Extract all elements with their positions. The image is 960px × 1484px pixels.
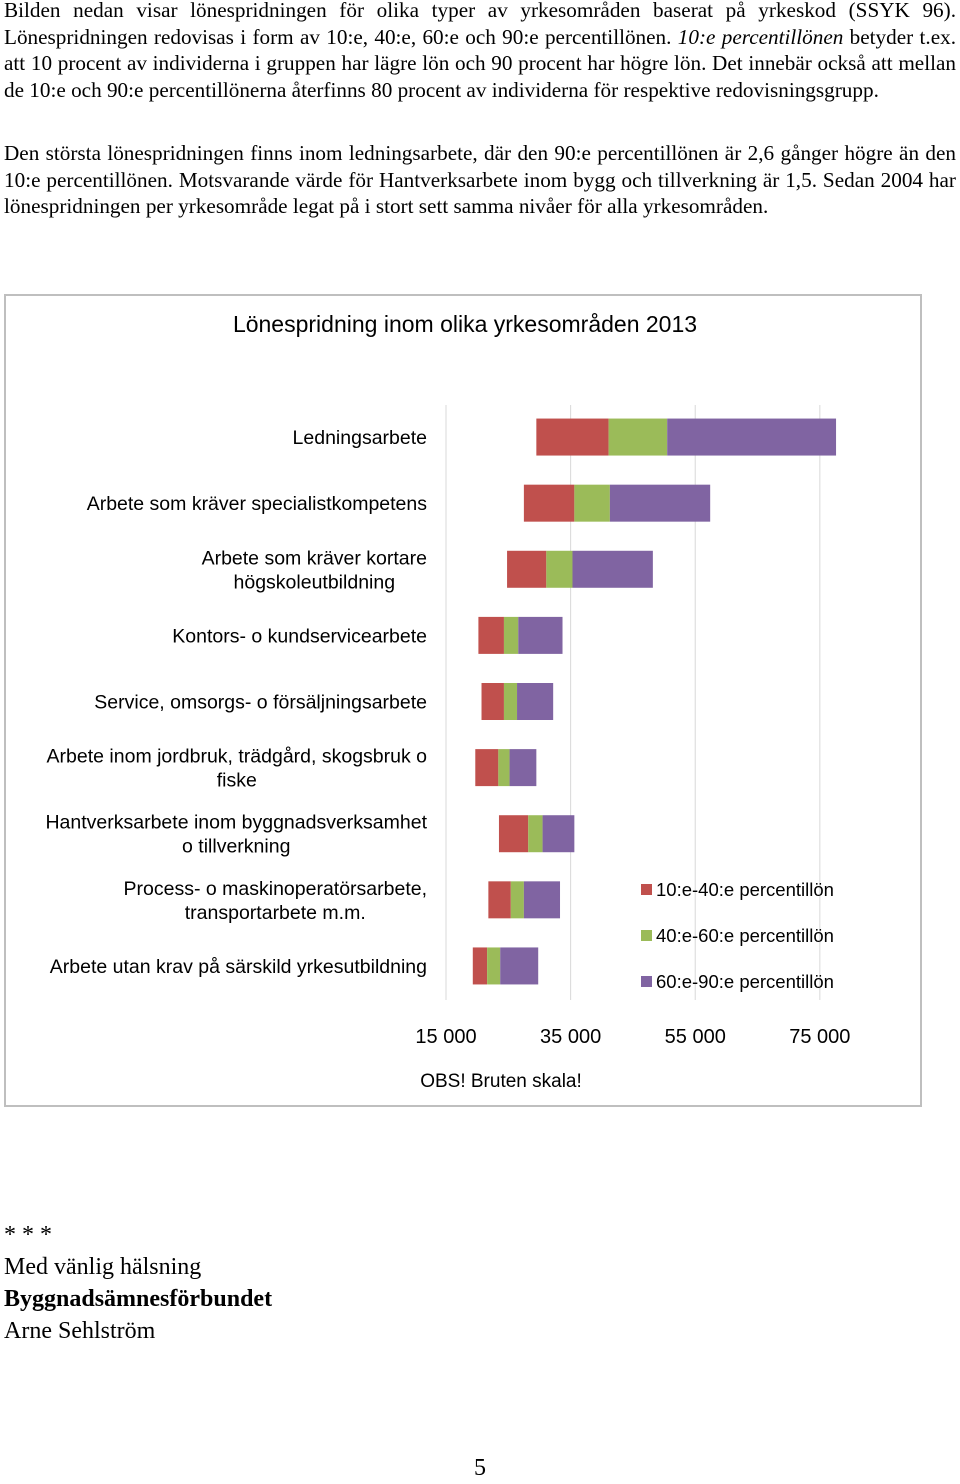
bar-segment <box>509 749 537 787</box>
bar-segment <box>608 418 668 456</box>
salary-spread-chart: Lönespridning inom olika yrkesområden 20… <box>45 311 850 1092</box>
bar-segment <box>498 749 510 787</box>
bar-segment <box>523 484 575 522</box>
bar-segment <box>528 815 543 853</box>
category-label: o tillverkning <box>182 836 290 858</box>
bar-segment <box>500 947 539 985</box>
intro-text-a: Bilden nedan visar lönespridningen för o… <box>4 0 956 49</box>
chart-title: Lönespridning inom olika yrkesområden 20… <box>233 311 697 337</box>
x-tick-label: 75 000 <box>789 1026 850 1048</box>
x-tick-label: 35 000 <box>540 1026 601 1048</box>
intro-emphasis: 10:e percentillönen <box>677 24 844 49</box>
signature-block: * * * Med vänlig hälsning Byggnadsämnesf… <box>4 1219 272 1347</box>
x-tick-labels: 15 000 35 000 55 000 75 000 <box>415 1026 850 1048</box>
bar-segment <box>510 881 524 919</box>
category-label: högskoleutbildning <box>234 571 396 593</box>
category-label: Arbete som kräver specialistkompetens <box>87 493 428 515</box>
intro-paragraph-1: Bilden nedan visar lönespridningen för o… <box>4 0 956 103</box>
bar-segment <box>487 947 501 985</box>
bar-segment <box>488 881 511 919</box>
intro-paragraph-2: Den största lönespridningen finns inom l… <box>4 141 956 219</box>
category-label: Process- o maskinoperatörsarbete, <box>124 878 427 900</box>
greeting: Med vänlig hälsning <box>4 1254 202 1280</box>
legend-swatch <box>641 930 652 941</box>
page-number: 5 <box>474 1455 486 1481</box>
category-label: transportarbete m.m. <box>185 902 366 924</box>
legend-label: 60:e-90:e percentillön <box>656 971 834 992</box>
author-name: Arne Sehlström <box>4 1318 156 1344</box>
x-tick-label: 15 000 <box>415 1026 476 1048</box>
separator-stars: * * * <box>4 1222 52 1248</box>
category-label: Kontors- o kundservicearbete <box>172 625 427 647</box>
category-label: Arbete inom jordbruk, trädgård, skogsbru… <box>47 746 428 768</box>
legend: 10:e-40:e percentillön 40:e-60:e percenti… <box>641 879 834 992</box>
bar-segment <box>481 683 504 720</box>
category-labels: Ledningsarbete Arbete som kräver speciali… <box>45 427 427 978</box>
x-tick-label: 55 000 <box>665 1026 726 1048</box>
legend-label: 40:e-60:e percentillön <box>656 925 834 946</box>
organization-name: Byggnadsämnesförbundet <box>4 1286 273 1312</box>
bar-segment <box>472 947 488 985</box>
bar-segment <box>546 550 573 588</box>
bar-segment <box>503 683 518 720</box>
bar-segment <box>523 881 561 919</box>
category-label: Ledningsarbete <box>293 427 427 449</box>
bar-segment <box>536 418 609 456</box>
bar-segment <box>478 616 504 654</box>
legend-swatch <box>641 976 652 987</box>
legend-swatch <box>641 884 652 895</box>
bar-segment <box>609 484 711 522</box>
bar-segment <box>572 550 653 588</box>
category-label: Service, omsorgs- o försäljningsarbete <box>94 692 427 714</box>
legend-label: 10:e-40:e percentillön <box>656 879 834 900</box>
category-label: Arbete som kräver kortare <box>202 547 427 569</box>
bar-segment <box>518 616 563 654</box>
bar-segment <box>498 815 529 853</box>
bar-segment <box>667 418 837 456</box>
intro-text-b: betyder t.ex. att 10 procent av individe… <box>4 24 956 102</box>
bar-segment <box>574 484 610 522</box>
bar-segment <box>542 815 575 853</box>
category-label: Hantverksarbete inom byggnadsverksamhet <box>45 812 427 834</box>
category-label: Arbete utan krav på särskild yrkesutbild… <box>50 956 427 978</box>
chart-frame <box>4 294 922 1107</box>
bars-layer <box>472 418 837 985</box>
category-label: fiske <box>217 770 257 792</box>
scale-note: OBS! Bruten skala! <box>420 1071 582 1092</box>
bar-segment <box>507 550 547 588</box>
bar-segment <box>517 683 554 720</box>
bar-segment <box>503 616 519 654</box>
bar-segment <box>475 749 499 787</box>
